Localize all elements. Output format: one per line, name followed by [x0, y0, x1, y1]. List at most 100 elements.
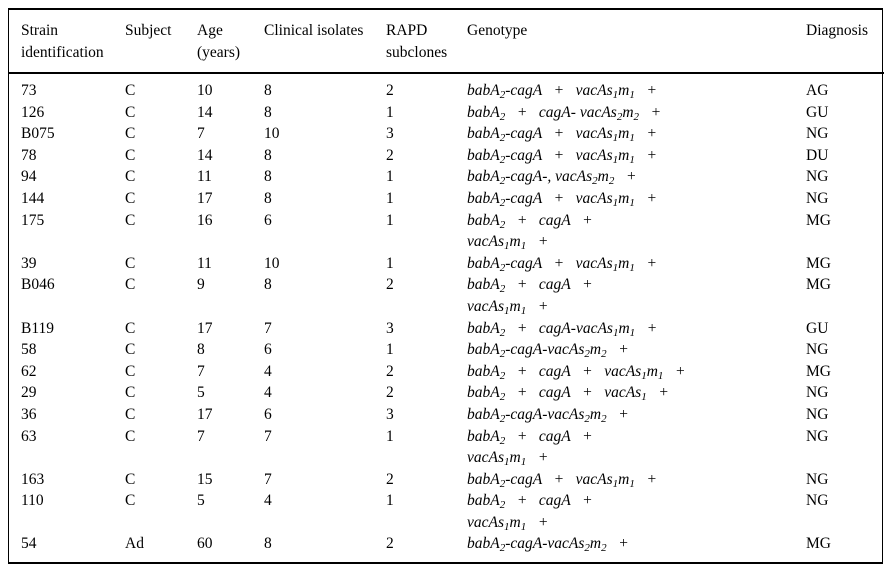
column-header-diagnosis: Diagnosis — [806, 10, 884, 74]
genotype-cell: babA2-cagA-, vacAs2m2 + — [467, 168, 637, 188]
rapd-subclones-cell: 1 — [386, 168, 394, 186]
rapd-subclones-cell: 2 — [386, 362, 394, 380]
age-cell: 14 — [197, 103, 213, 121]
table-row: B119 C 17 7 3 babA2 + cagA-vacAs1m1 + GU — [9, 318, 884, 340]
rapd-subclones-cell: 2 — [386, 146, 394, 164]
strain-id-cell: 163 — [21, 470, 45, 488]
table-row: 54 Ad 60 8 2 babA2-cagA-vacAs2m2 + MG — [9, 533, 884, 562]
rapd-subclones-cell: 3 — [386, 405, 394, 423]
rapd-subclones-cell: 3 — [386, 319, 394, 337]
strain-id-cell: 36 — [21, 405, 37, 423]
rapd-subclones-cell: 3 — [386, 125, 394, 143]
strain-id-cell: B046 — [21, 276, 55, 294]
age-cell: 14 — [197, 146, 213, 164]
rapd-subclones-cell: 1 — [386, 103, 394, 121]
clinical-isolates-cell: 4 — [264, 492, 272, 510]
subject-cell: C — [125, 189, 136, 207]
diagnosis-cell: GU — [806, 103, 829, 121]
clinical-isolates-cell: 7 — [264, 470, 272, 488]
table-row: B046 C 9 8 2 babA2 + cagA + vacAs1m1 + MG — [9, 274, 884, 317]
strain-id-cell: 54 — [21, 535, 37, 553]
column-header-genotype: Genotype — [467, 10, 806, 74]
table-header-row: Strain identification Subject Age (years… — [9, 10, 884, 74]
genotype-cell: babA2 + cagA + vacAs1 + — [467, 384, 669, 404]
genotype-cell: babA2-cagA + vacAs1m1 + — [467, 470, 657, 490]
diagnosis-cell: NG — [806, 341, 829, 359]
clinical-isolates-cell: 8 — [264, 82, 272, 99]
diagnosis-cell: NG — [806, 125, 829, 143]
table-row: 144 C 17 8 1 babA2-cagA + vacAs1m1 + NG — [9, 188, 884, 210]
strain-id-cell: 175 — [21, 211, 45, 229]
age-cell: 17 — [197, 319, 213, 337]
diagnosis-cell: NG — [806, 492, 829, 510]
clinical-isolates-cell: 6 — [264, 341, 272, 359]
clinical-isolates-cell: 7 — [264, 319, 272, 337]
column-header-strain-identification: Strain identification — [9, 10, 125, 74]
table-row: 94 C 11 8 1 babA2-cagA-, vacAs2m2 + NG — [9, 166, 884, 188]
diagnosis-cell: GU — [806, 319, 829, 337]
genotype-cell: babA2 + cagA + vacAs1m1 + — [467, 492, 593, 533]
age-cell: 17 — [197, 405, 213, 423]
subject-cell: C — [125, 405, 136, 423]
diagnosis-cell: MG — [806, 362, 831, 380]
age-cell: 5 — [197, 384, 205, 402]
strain-genotype-table: Strain identification Subject Age (years… — [9, 10, 884, 562]
strain-id-cell: 144 — [21, 189, 45, 207]
strain-id-cell: 63 — [21, 427, 37, 445]
age-cell: 15 — [197, 470, 213, 488]
clinical-isolates-cell: 8 — [264, 146, 272, 164]
diagnosis-cell: NG — [806, 168, 829, 186]
table-row: 175 C 16 6 1 babA2 + cagA + vacAs1m1 + MG — [9, 210, 884, 253]
strain-id-cell: 58 — [21, 341, 37, 359]
diagnosis-cell: NG — [806, 384, 829, 402]
diagnosis-cell: MG — [806, 535, 831, 553]
genotype-cell: babA2 + cagA-vacAs1m1 + — [467, 319, 658, 339]
clinical-isolates-cell: 6 — [264, 405, 272, 423]
age-cell: 11 — [197, 254, 212, 272]
subject-cell: C — [125, 254, 136, 272]
clinical-isolates-cell: 8 — [264, 103, 272, 121]
subject-cell: C — [125, 492, 136, 510]
strain-id-cell: 73 — [21, 82, 37, 99]
strain-id-cell: 94 — [21, 168, 37, 186]
rapd-subclones-cell: 1 — [386, 189, 394, 207]
genotype-cell: babA2-cagA + vacAs1m1 + — [467, 146, 657, 166]
age-cell: 7 — [197, 362, 205, 380]
genotype-cell: babA2 + cagA + vacAs1m1 + — [467, 427, 593, 469]
strain-id-cell: 62 — [21, 362, 37, 380]
genotype-cell: babA2-cagA + vacAs1m1 + — [467, 125, 657, 145]
clinical-isolates-cell: 8 — [264, 168, 272, 186]
rapd-subclones-cell: 1 — [386, 492, 394, 510]
age-cell: 11 — [197, 168, 212, 186]
genotype-cell: babA2-cagA-vacAs2m2 + — [467, 405, 629, 425]
column-header-clinical-isolates: Clinical isolates — [264, 10, 386, 74]
subject-cell: C — [125, 103, 136, 121]
genotype-cell: babA2-cagA-vacAs2m2 + — [467, 535, 629, 555]
column-header-subject: Subject — [125, 10, 197, 74]
clinical-isolates-cell: 10 — [264, 254, 280, 272]
rapd-subclones-cell: 2 — [386, 535, 394, 553]
table-row: 126 C 14 8 1 babA2 + cagA- vacAs2m2 + GU — [9, 102, 884, 124]
diagnosis-cell: AG — [806, 82, 829, 99]
diagnosis-cell: NG — [806, 189, 829, 207]
column-header-rapd-subclones: RAPD subclones — [386, 10, 467, 74]
diagnosis-cell: MG — [806, 254, 831, 272]
diagnosis-cell: NG — [806, 470, 829, 488]
subject-cell: C — [125, 470, 136, 488]
subject-cell: C — [125, 82, 136, 99]
rapd-subclones-cell: 2 — [386, 384, 394, 402]
genotype-cell: babA2-cagA + vacAs1m1 + — [467, 82, 657, 101]
clinical-isolates-cell: 4 — [264, 362, 272, 380]
subject-cell: C — [125, 427, 136, 445]
clinical-isolates-cell: 6 — [264, 211, 272, 229]
column-header-age: Age (years) — [197, 10, 264, 74]
genotype-cell: babA2 + cagA + vacAs1m1 + — [467, 362, 686, 382]
age-cell: 7 — [197, 427, 205, 445]
subject-cell: C — [125, 341, 136, 359]
diagnosis-cell: NG — [806, 405, 829, 423]
table-row: 39 C 11 10 1 babA2-cagA + vacAs1m1 + MG — [9, 253, 884, 275]
strain-id-cell: 39 — [21, 254, 37, 272]
table-row: 163 C 15 7 2 babA2-cagA + vacAs1m1 + NG — [9, 469, 884, 491]
genotype-cell: babA2-cagA + vacAs1m1 + — [467, 189, 657, 209]
strain-id-cell: 110 — [21, 492, 44, 510]
